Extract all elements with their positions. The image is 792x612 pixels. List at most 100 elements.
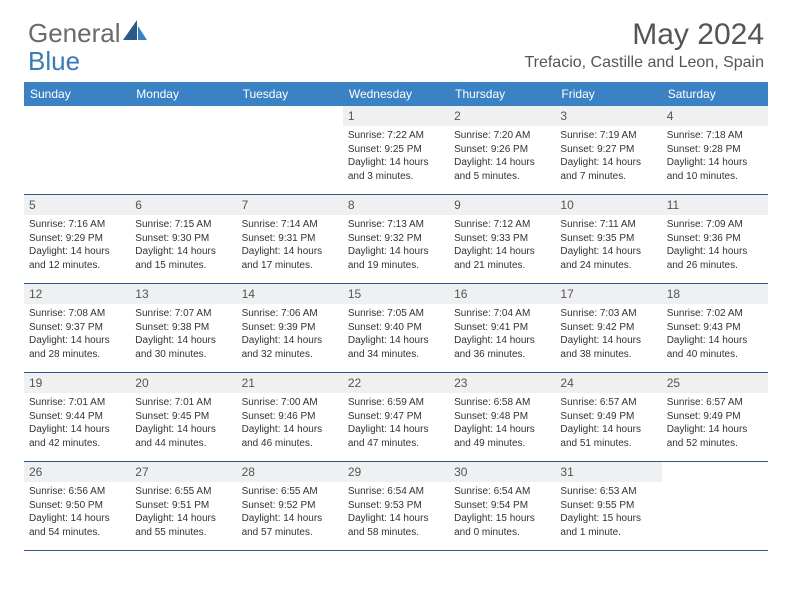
sunrise-text: Sunrise: 6:59 AM <box>348 396 444 410</box>
day-number: 13 <box>130 284 236 304</box>
daylight-text: Daylight: 14 hours <box>667 423 763 437</box>
daylight-text: Daylight: 14 hours <box>348 334 444 348</box>
day-cell: 15Sunrise: 7:05 AMSunset: 9:40 PMDayligh… <box>343 284 449 372</box>
sunset-text: Sunset: 9:43 PM <box>667 321 763 335</box>
daylight-text: Daylight: 14 hours <box>29 512 125 526</box>
daylight-text: and 5 minutes. <box>454 170 550 184</box>
day-cell: 14Sunrise: 7:06 AMSunset: 9:39 PMDayligh… <box>237 284 343 372</box>
daylight-text: and 32 minutes. <box>242 348 338 362</box>
sunset-text: Sunset: 9:42 PM <box>560 321 656 335</box>
sunrise-text: Sunrise: 7:14 AM <box>242 218 338 232</box>
daylight-text: and 40 minutes. <box>667 348 763 362</box>
daylight-text: Daylight: 15 hours <box>454 512 550 526</box>
day-cell: 2Sunrise: 7:20 AMSunset: 9:26 PMDaylight… <box>449 106 555 194</box>
day-cell: 24Sunrise: 6:57 AMSunset: 9:49 PMDayligh… <box>555 373 661 461</box>
sunrise-text: Sunrise: 7:06 AM <box>242 307 338 321</box>
sunrise-text: Sunrise: 6:55 AM <box>242 485 338 499</box>
day-number: 28 <box>237 462 343 482</box>
daylight-text: and 12 minutes. <box>29 259 125 273</box>
sunrise-text: Sunrise: 7:16 AM <box>29 218 125 232</box>
day-number: 5 <box>24 195 130 215</box>
daylight-text: Daylight: 14 hours <box>560 334 656 348</box>
logo-text-general: General <box>28 18 121 49</box>
sunrise-text: Sunrise: 6:57 AM <box>667 396 763 410</box>
daylight-text: and 44 minutes. <box>135 437 231 451</box>
day-number: 9 <box>449 195 555 215</box>
daylight-text: and 58 minutes. <box>348 526 444 540</box>
daylight-text: Daylight: 14 hours <box>135 512 231 526</box>
sunrise-text: Sunrise: 7:19 AM <box>560 129 656 143</box>
day-cell: 7Sunrise: 7:14 AMSunset: 9:31 PMDaylight… <box>237 195 343 283</box>
day-cell: 10Sunrise: 7:11 AMSunset: 9:35 PMDayligh… <box>555 195 661 283</box>
daylight-text: and 3 minutes. <box>348 170 444 184</box>
sunset-text: Sunset: 9:33 PM <box>454 232 550 246</box>
day-number: 8 <box>343 195 449 215</box>
day-cell: 18Sunrise: 7:02 AMSunset: 9:43 PMDayligh… <box>662 284 768 372</box>
sunset-text: Sunset: 9:49 PM <box>667 410 763 424</box>
day-cell: 6Sunrise: 7:15 AMSunset: 9:30 PMDaylight… <box>130 195 236 283</box>
day-number: 21 <box>237 373 343 393</box>
daylight-text: and 51 minutes. <box>560 437 656 451</box>
daylight-text: Daylight: 14 hours <box>454 334 550 348</box>
weekday-header-cell: Tuesday <box>237 82 343 106</box>
day-number: 15 <box>343 284 449 304</box>
day-number: 2 <box>449 106 555 126</box>
sunrise-text: Sunrise: 6:55 AM <box>135 485 231 499</box>
day-cell: 11Sunrise: 7:09 AMSunset: 9:36 PMDayligh… <box>662 195 768 283</box>
day-number: 14 <box>237 284 343 304</box>
empty-cell <box>24 106 130 194</box>
location-text: Trefacio, Castille and Leon, Spain <box>524 54 764 72</box>
sunrise-text: Sunrise: 7:08 AM <box>29 307 125 321</box>
day-cell: 13Sunrise: 7:07 AMSunset: 9:38 PMDayligh… <box>130 284 236 372</box>
sunrise-text: Sunrise: 6:56 AM <box>29 485 125 499</box>
week-row: 12Sunrise: 7:08 AMSunset: 9:37 PMDayligh… <box>24 284 768 373</box>
day-cell: 8Sunrise: 7:13 AMSunset: 9:32 PMDaylight… <box>343 195 449 283</box>
daylight-text: Daylight: 14 hours <box>560 423 656 437</box>
sunset-text: Sunset: 9:28 PM <box>667 143 763 157</box>
daylight-text: Daylight: 14 hours <box>348 156 444 170</box>
daylight-text: and 1 minute. <box>560 526 656 540</box>
sunrise-text: Sunrise: 7:12 AM <box>454 218 550 232</box>
sunrise-text: Sunrise: 6:54 AM <box>348 485 444 499</box>
sunrise-text: Sunrise: 7:05 AM <box>348 307 444 321</box>
daylight-text: and 19 minutes. <box>348 259 444 273</box>
day-cell: 3Sunrise: 7:19 AMSunset: 9:27 PMDaylight… <box>555 106 661 194</box>
page-title: May 2024 <box>524 18 764 52</box>
weekday-header-cell: Saturday <box>662 82 768 106</box>
day-number: 1 <box>343 106 449 126</box>
daylight-text: Daylight: 14 hours <box>560 245 656 259</box>
sunrise-text: Sunrise: 7:15 AM <box>135 218 231 232</box>
daylight-text: Daylight: 14 hours <box>29 423 125 437</box>
sunrise-text: Sunrise: 6:58 AM <box>454 396 550 410</box>
daylight-text: and 49 minutes. <box>454 437 550 451</box>
logo-sail-icon <box>123 18 149 49</box>
day-number: 6 <box>130 195 236 215</box>
empty-cell <box>237 106 343 194</box>
sunset-text: Sunset: 9:54 PM <box>454 499 550 513</box>
title-block: May 2024 Trefacio, Castille and Leon, Sp… <box>524 18 764 72</box>
day-number: 3 <box>555 106 661 126</box>
day-number: 27 <box>130 462 236 482</box>
sunrise-text: Sunrise: 7:02 AM <box>667 307 763 321</box>
sunrise-text: Sunrise: 7:20 AM <box>454 129 550 143</box>
sunset-text: Sunset: 9:38 PM <box>135 321 231 335</box>
weekday-header-cell: Sunday <box>24 82 130 106</box>
day-cell: 4Sunrise: 7:18 AMSunset: 9:28 PMDaylight… <box>662 106 768 194</box>
daylight-text: and 52 minutes. <box>667 437 763 451</box>
day-number: 17 <box>555 284 661 304</box>
sunset-text: Sunset: 9:52 PM <box>242 499 338 513</box>
sunset-text: Sunset: 9:35 PM <box>560 232 656 246</box>
sunset-text: Sunset: 9:27 PM <box>560 143 656 157</box>
daylight-text: and 26 minutes. <box>667 259 763 273</box>
day-cell: 1Sunrise: 7:22 AMSunset: 9:25 PMDaylight… <box>343 106 449 194</box>
day-number: 26 <box>24 462 130 482</box>
sunset-text: Sunset: 9:37 PM <box>29 321 125 335</box>
daylight-text: Daylight: 15 hours <box>560 512 656 526</box>
day-number: 22 <box>343 373 449 393</box>
sunset-text: Sunset: 9:30 PM <box>135 232 231 246</box>
day-cell: 28Sunrise: 6:55 AMSunset: 9:52 PMDayligh… <box>237 462 343 550</box>
sunrise-text: Sunrise: 7:01 AM <box>29 396 125 410</box>
week-row: 26Sunrise: 6:56 AMSunset: 9:50 PMDayligh… <box>24 462 768 551</box>
sunrise-text: Sunrise: 7:13 AM <box>348 218 444 232</box>
sunset-text: Sunset: 9:32 PM <box>348 232 444 246</box>
